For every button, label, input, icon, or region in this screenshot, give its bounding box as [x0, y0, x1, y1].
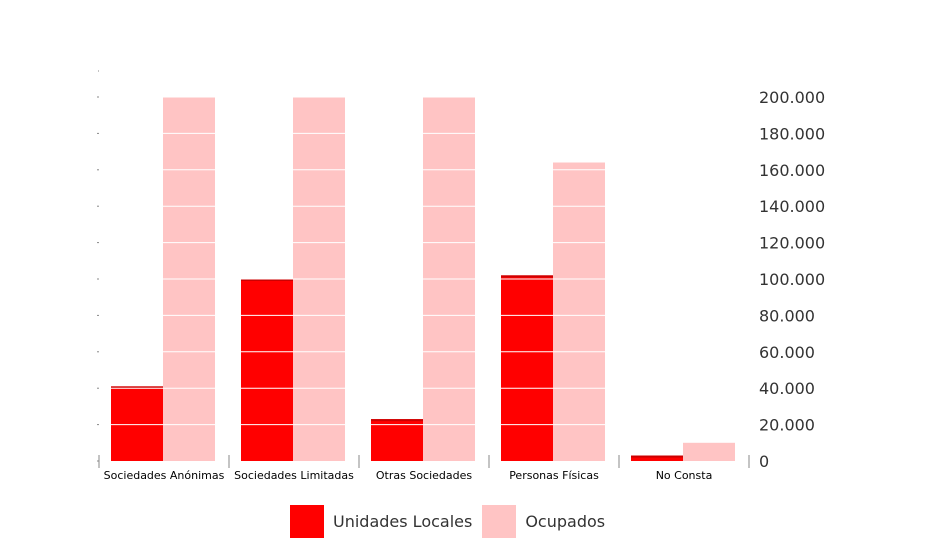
legend-swatch-unidades-locales [290, 505, 324, 538]
bar-top-edge-2 [371, 419, 423, 422]
x-category-label-3: Personas Físicas [509, 469, 599, 482]
y-tick-label-1: 20.000 [759, 416, 815, 435]
y-tick-label-0: 0 [759, 452, 769, 471]
bar-unidades-locales-3 [501, 275, 553, 461]
x-category-label-0: Sociedades Anónimas [104, 469, 225, 482]
bar-top-edge-3 [501, 275, 553, 278]
x-category-label-4: No Consta [656, 469, 713, 482]
legend-item-ocupados: Ocupados [482, 505, 605, 538]
y-tick-label-4: 80.000 [759, 306, 815, 325]
bar-ocupados-4 [683, 442, 735, 461]
y-tick-label-7: 140.000 [759, 197, 825, 216]
y-tick-label-9: 180.000 [759, 124, 825, 143]
legend-item-unidades-locales: Unidades Locales [290, 505, 472, 538]
y-tick-label-3: 60.000 [759, 343, 815, 362]
x-category-label-2: Otras Sociedades [376, 469, 473, 482]
legend-swatch-ocupados [482, 505, 517, 538]
bar-unidades-locales-0 [111, 386, 163, 461]
bar-top-edge-4 [631, 455, 683, 458]
legend-label-ocupados: Ocupados [525, 512, 606, 531]
bar-unidades-locales-1 [241, 279, 293, 461]
y-tick-label-8: 160.000 [759, 161, 825, 180]
x-category-label-1: Sociedades Limitadas [234, 469, 354, 482]
y-tick-label-5: 100.000 [759, 270, 825, 289]
bar-ocupados-3 [553, 162, 605, 461]
legend-label-unidades-locales: Unidades Locales [333, 512, 473, 531]
y-tick-label-10: 200.000 [759, 88, 825, 107]
bar-top-edge-1 [241, 279, 293, 281]
bar-unidades-locales-4 [631, 455, 683, 461]
bar-unidades-locales-2 [371, 419, 423, 461]
bar-top-edge-0 [111, 386, 163, 389]
y-tick-label-6: 120.000 [759, 234, 825, 253]
legend: Unidades Locales Ocupados [290, 505, 615, 538]
y-tick-label-2: 40.000 [759, 379, 815, 398]
